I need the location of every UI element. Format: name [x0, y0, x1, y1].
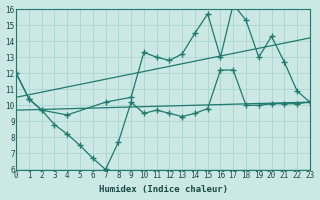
X-axis label: Humidex (Indice chaleur): Humidex (Indice chaleur) [99, 185, 228, 194]
